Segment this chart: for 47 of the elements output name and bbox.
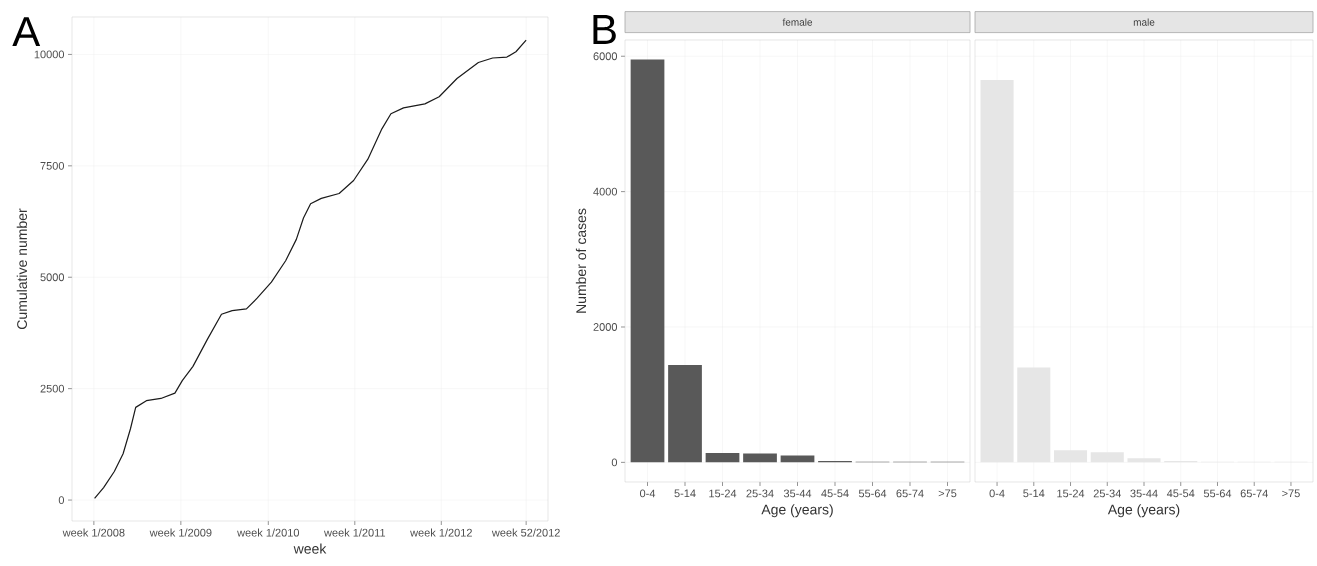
x-tick-label: 55-64 <box>1203 489 1232 498</box>
x-tick-label: 5-14 <box>674 489 696 498</box>
y-tick-label: 2500 <box>40 384 65 393</box>
y-tick-label: 10000 <box>34 50 65 59</box>
y-tick-label: 5000 <box>40 273 65 282</box>
bar <box>743 453 777 463</box>
y-tick-label: 4000 <box>593 187 618 196</box>
x-tick-label: 65-74 <box>896 489 924 498</box>
chart-title: female <box>782 18 813 26</box>
x-tick-label: 0-4 <box>639 489 656 498</box>
y-tick-label: 0 <box>58 496 65 504</box>
text: B <box>593 15 616 44</box>
bar <box>630 59 665 463</box>
x-axis-title: Age (years) <box>761 504 833 518</box>
x-tick-label: 45-54 <box>821 489 849 498</box>
y-tick-label: 0 <box>611 458 618 467</box>
x-tick-label: 15-24 <box>1057 489 1085 498</box>
bar <box>705 452 740 463</box>
x-tick-label: 65-74 <box>1240 489 1268 498</box>
line-series <box>93 39 527 499</box>
x-tick-label: 35-44 <box>783 489 812 498</box>
x-axis-title: Age (years) <box>1107 504 1180 518</box>
y-tick-label: 2000 <box>593 323 618 331</box>
x-tick-label: week 1/2010 <box>237 528 300 537</box>
x-tick-label: 55-64 <box>858 489 887 498</box>
x-tick-label: 25-34 <box>1093 489 1121 498</box>
x-tick-label: week 1/2008 <box>62 528 125 537</box>
x-tick-label: 25-34 <box>746 489 774 498</box>
y-axis-title: Number of cases <box>575 208 587 313</box>
x-tick-label: 45-54 <box>1166 489 1195 498</box>
x-tick-label: 0-4 <box>989 489 1005 498</box>
y-tick-label: 7500 <box>40 161 65 170</box>
x-tick-label: week 52/2012 <box>491 528 560 537</box>
x-tick-label: 5-14 <box>1023 489 1045 498</box>
x-tick-label: week 1/2009 <box>149 528 212 537</box>
x-tick-label: week 1/2011 <box>324 528 386 537</box>
text: A <box>12 17 41 47</box>
y-axis-title: Cumulative number <box>16 208 28 329</box>
x-tick-label: >75 <box>1282 489 1300 498</box>
x-tick-label: 35-44 <box>1130 489 1158 498</box>
y-tick-label: 6000 <box>593 52 618 61</box>
x-axis-title: week <box>293 543 327 554</box>
x-tick-label: 15-24 <box>709 489 737 498</box>
x-tick-label: >75 <box>938 489 957 498</box>
bar <box>668 364 702 463</box>
x-tick-label: week 1/2012 <box>410 528 472 537</box>
chart-title: male <box>1133 18 1155 26</box>
